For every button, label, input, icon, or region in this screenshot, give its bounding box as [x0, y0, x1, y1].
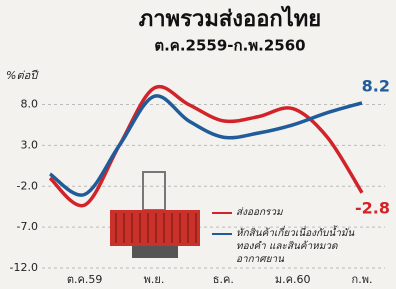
x-tick-label: ต.ค.59 [67, 273, 103, 286]
y-tick-label: -2.0 [17, 179, 38, 192]
legend-swatch [212, 233, 232, 235]
truck [132, 246, 178, 258]
x-tick-label: ก.พ. [352, 273, 373, 286]
x-tick-label: ธ.ค. [213, 273, 234, 286]
crane [143, 172, 165, 210]
legend-item: ส่งออกรวม [212, 206, 382, 219]
chart-title: ภาพรวมส่งออกไทย [139, 5, 321, 32]
y-tick-label: -12.0 [10, 261, 38, 274]
legend-label: ส่งออกรวม [236, 206, 283, 219]
x-tick-label: พ.ย. [144, 273, 165, 286]
data-label: 8.2 [362, 76, 390, 95]
chart-subtitle: ต.ค.2559-ก.พ.2560 [154, 37, 305, 55]
chart-page: ภาพรวมส่งออกไทย ต.ค.2559-ก.พ.2560 %ต่อปี… [0, 0, 396, 289]
legend: ส่งออกรวม หักสินค้าเกี่ยวเนื่องกับน้ำมัน… [212, 206, 382, 266]
x-tick-label: ม.ค.60 [275, 273, 311, 286]
y-tick-label: -7.0 [17, 220, 38, 233]
legend-label: หักสินค้าเกี่ยวเนื่องกับน้ำมัน ทองคำ และ… [236, 227, 376, 266]
y-tick-label: 3.0 [21, 138, 39, 151]
legend-swatch [212, 212, 232, 214]
y-axis-label: %ต่อปี [6, 69, 39, 82]
container-illustration [110, 172, 200, 258]
y-tick-label: 8.0 [21, 98, 39, 111]
legend-item: หักสินค้าเกี่ยวเนื่องกับน้ำมัน ทองคำ และ… [212, 227, 382, 266]
